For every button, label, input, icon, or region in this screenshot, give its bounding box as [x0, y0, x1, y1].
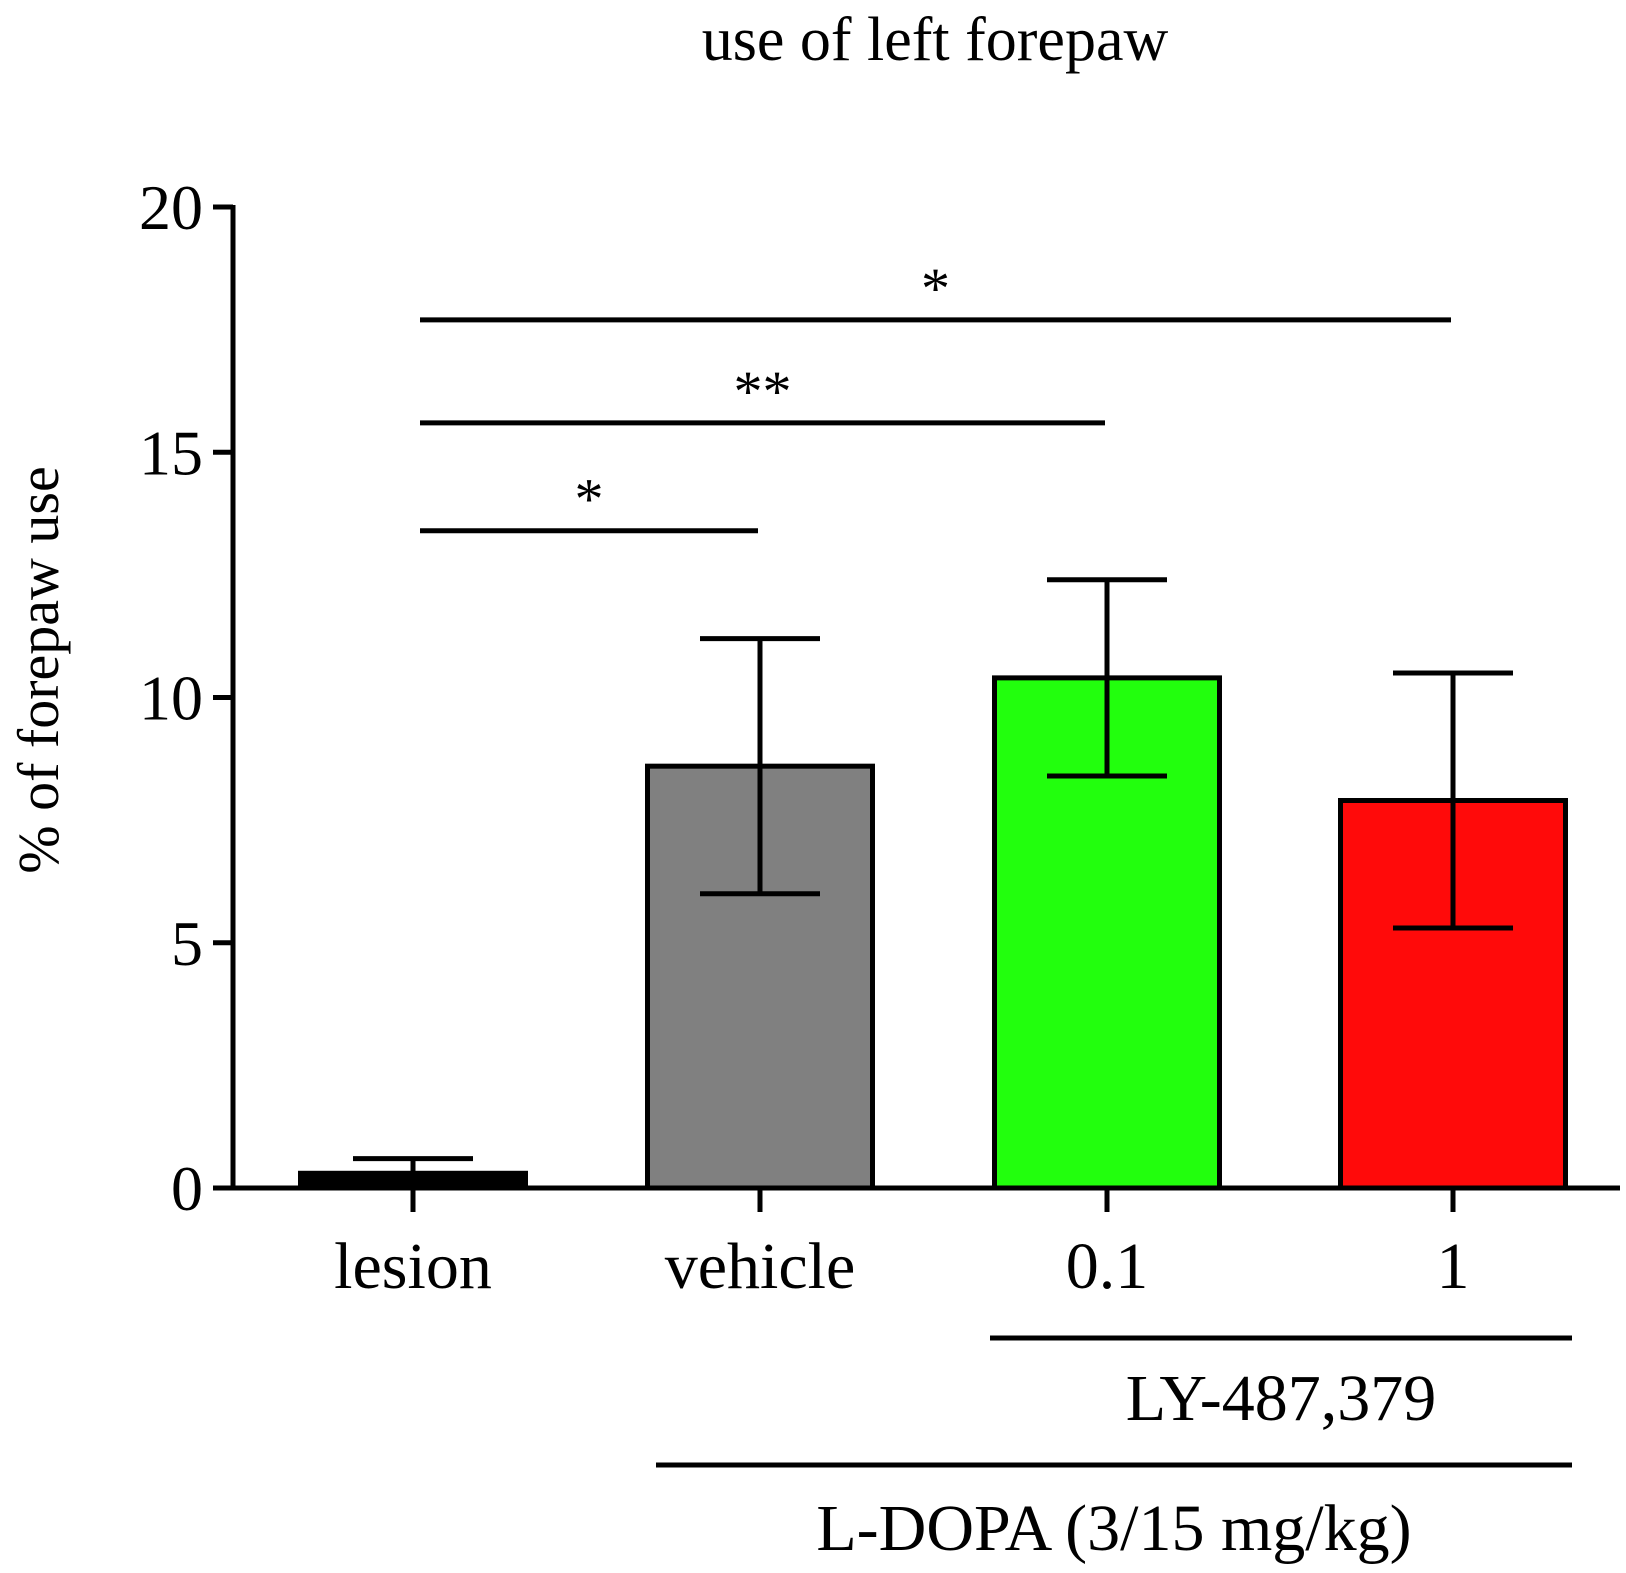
y-tick-label: 15	[139, 417, 203, 488]
group-label: L-DOPA (3/15 mg/kg)	[816, 1492, 1411, 1565]
chart-title: use of left forepaw	[702, 6, 1169, 74]
y-tick-label: 5	[171, 908, 203, 979]
group-label: LY-487,379	[1126, 1362, 1437, 1435]
y-tick-label: 20	[139, 172, 203, 243]
x-tick-label: vehicle	[665, 1230, 856, 1303]
significance-label: *	[921, 256, 950, 321]
significance-label: **	[734, 359, 792, 424]
bar-2	[645, 763, 875, 1191]
x-tick-label: 0.1	[1066, 1230, 1149, 1303]
x-tick-label: 1	[1437, 1230, 1470, 1303]
y-axis-label: % of forepaw use	[6, 466, 71, 873]
y-tick-label: 10	[139, 663, 203, 734]
significance-label: *	[575, 467, 604, 532]
y-tick-label: 0	[171, 1153, 203, 1224]
x-tick-label: lesion	[334, 1230, 492, 1303]
